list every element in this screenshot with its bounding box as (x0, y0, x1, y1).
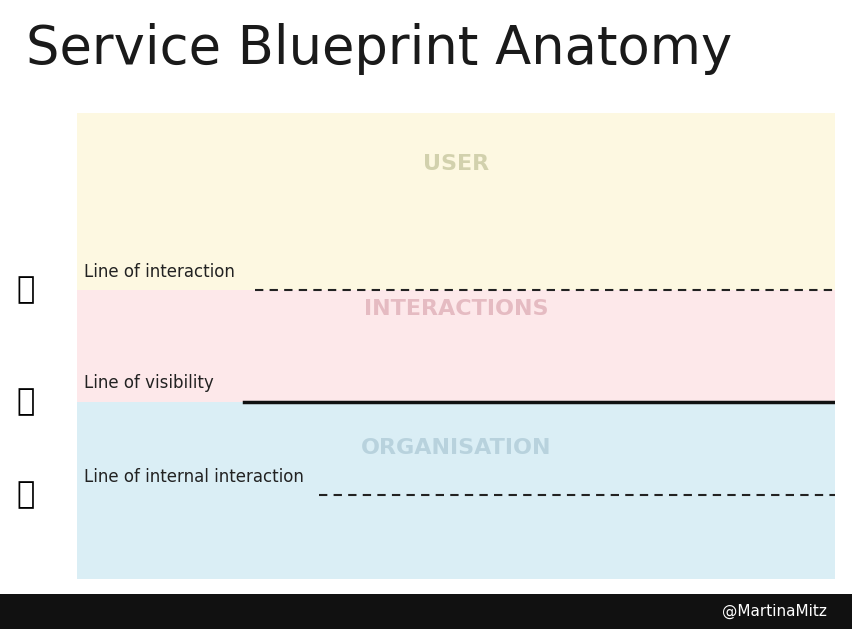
Text: 👁: 👁 (16, 387, 35, 416)
Text: Line of visibility: Line of visibility (84, 374, 214, 392)
Text: @MartinaMitz: @MartinaMitz (722, 604, 826, 620)
FancyBboxPatch shape (77, 113, 835, 290)
Text: USER: USER (423, 155, 489, 174)
Text: Line of interaction: Line of interaction (84, 263, 235, 281)
Text: Service Blueprint Anatomy: Service Blueprint Anatomy (26, 23, 732, 75)
Text: Line of internal interaction: Line of internal interaction (84, 467, 304, 486)
Text: ✋: ✋ (16, 276, 35, 304)
Text: INTERACTIONS: INTERACTIONS (364, 299, 548, 319)
Text: ORGANISATION: ORGANISATION (360, 438, 551, 459)
Text: 🧠: 🧠 (16, 481, 35, 509)
FancyBboxPatch shape (77, 402, 835, 579)
FancyBboxPatch shape (77, 290, 835, 402)
